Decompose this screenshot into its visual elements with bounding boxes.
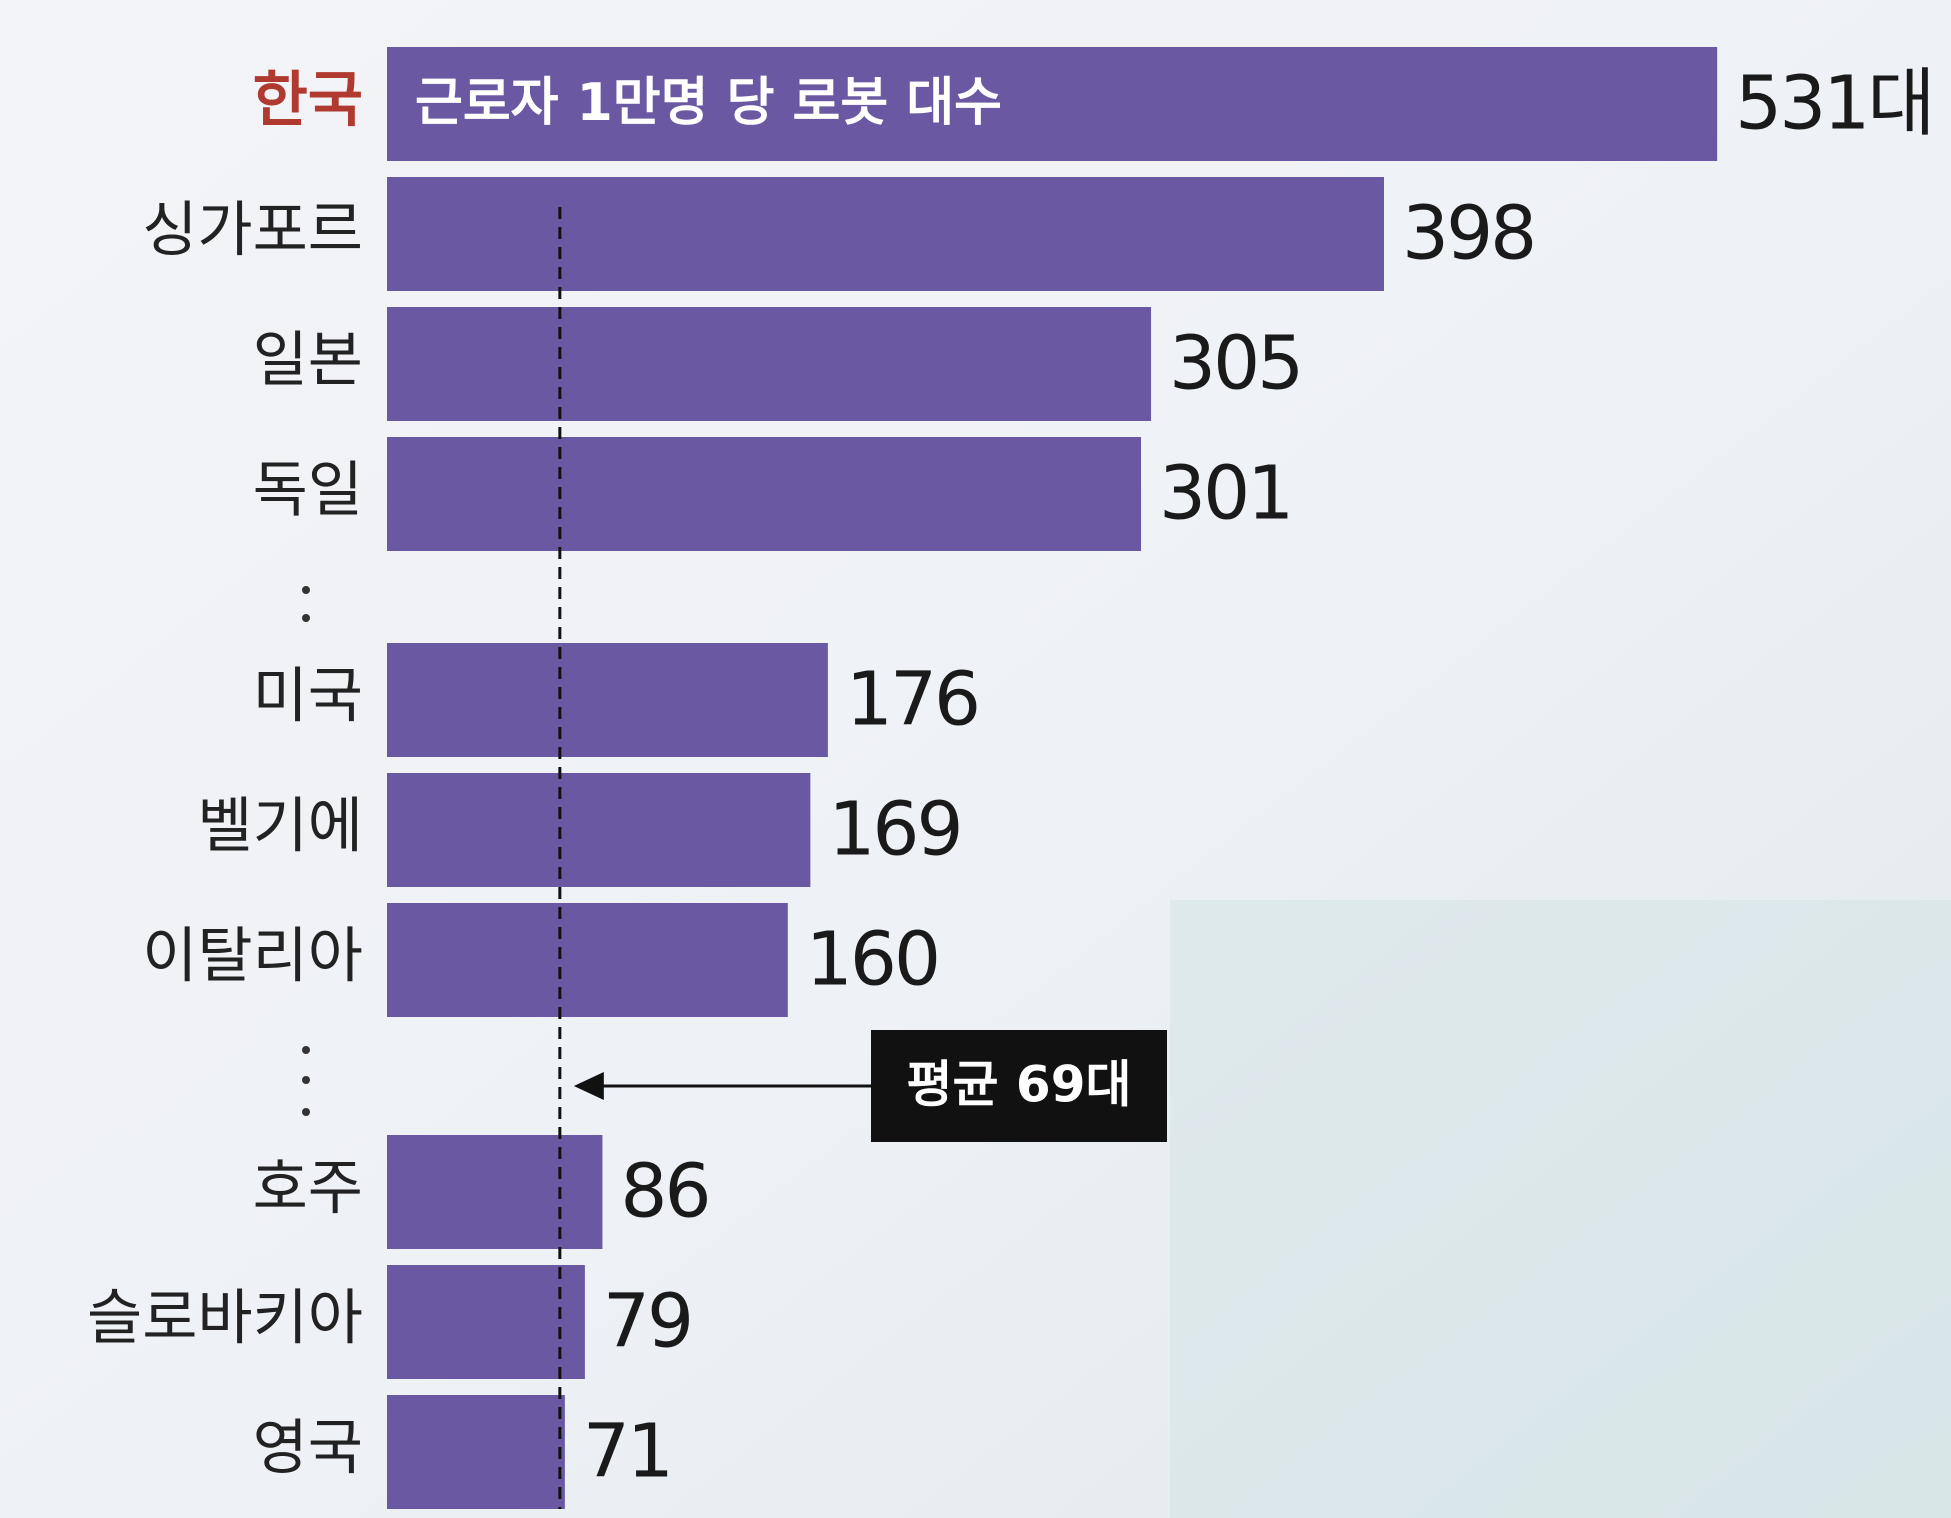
category-label: 일본 [253, 326, 363, 396]
category-label: 벨기에 [197, 792, 363, 862]
value-label: 79 [603, 1279, 691, 1365]
category-label: 이탈리아 [142, 922, 363, 992]
chart-title: 근로자 1만명 당 로봇 대수 [415, 73, 1002, 133]
bar [387, 1395, 565, 1509]
value-label: 71 [583, 1409, 671, 1495]
bar [387, 643, 828, 757]
bar [387, 773, 811, 887]
value-label: 305 [1169, 321, 1301, 407]
bar [387, 47, 1718, 161]
bar [387, 177, 1384, 291]
separator-dots [302, 586, 310, 1116]
bar [387, 1135, 603, 1249]
bar [387, 307, 1152, 421]
category-label: 독일 [253, 456, 363, 526]
value-label: 301 [1159, 451, 1291, 537]
category-label: 미국 [253, 662, 363, 732]
annotation-label: 평균 69대 [907, 1056, 1132, 1114]
bar [387, 1265, 585, 1379]
arrow-head [573, 1072, 604, 1100]
annotation-box [871, 1030, 1167, 1142]
value-label: 398 [1402, 191, 1534, 277]
category-label: 싱가포르 [142, 196, 363, 266]
bar [387, 903, 788, 1017]
value-label: 86 [620, 1149, 708, 1235]
value-label: 160 [806, 917, 938, 1003]
bar [387, 437, 1142, 551]
category-label: 호주 [253, 1154, 363, 1224]
value-label: 531대 [1735, 61, 1932, 147]
category-label: 영국 [253, 1414, 363, 1484]
category-label: 슬로바키아 [87, 1284, 363, 1354]
value-label: 169 [828, 787, 960, 873]
value-label: 176 [846, 657, 978, 743]
category-label: 한국 [253, 66, 363, 136]
background-decor [1170, 900, 1951, 1518]
